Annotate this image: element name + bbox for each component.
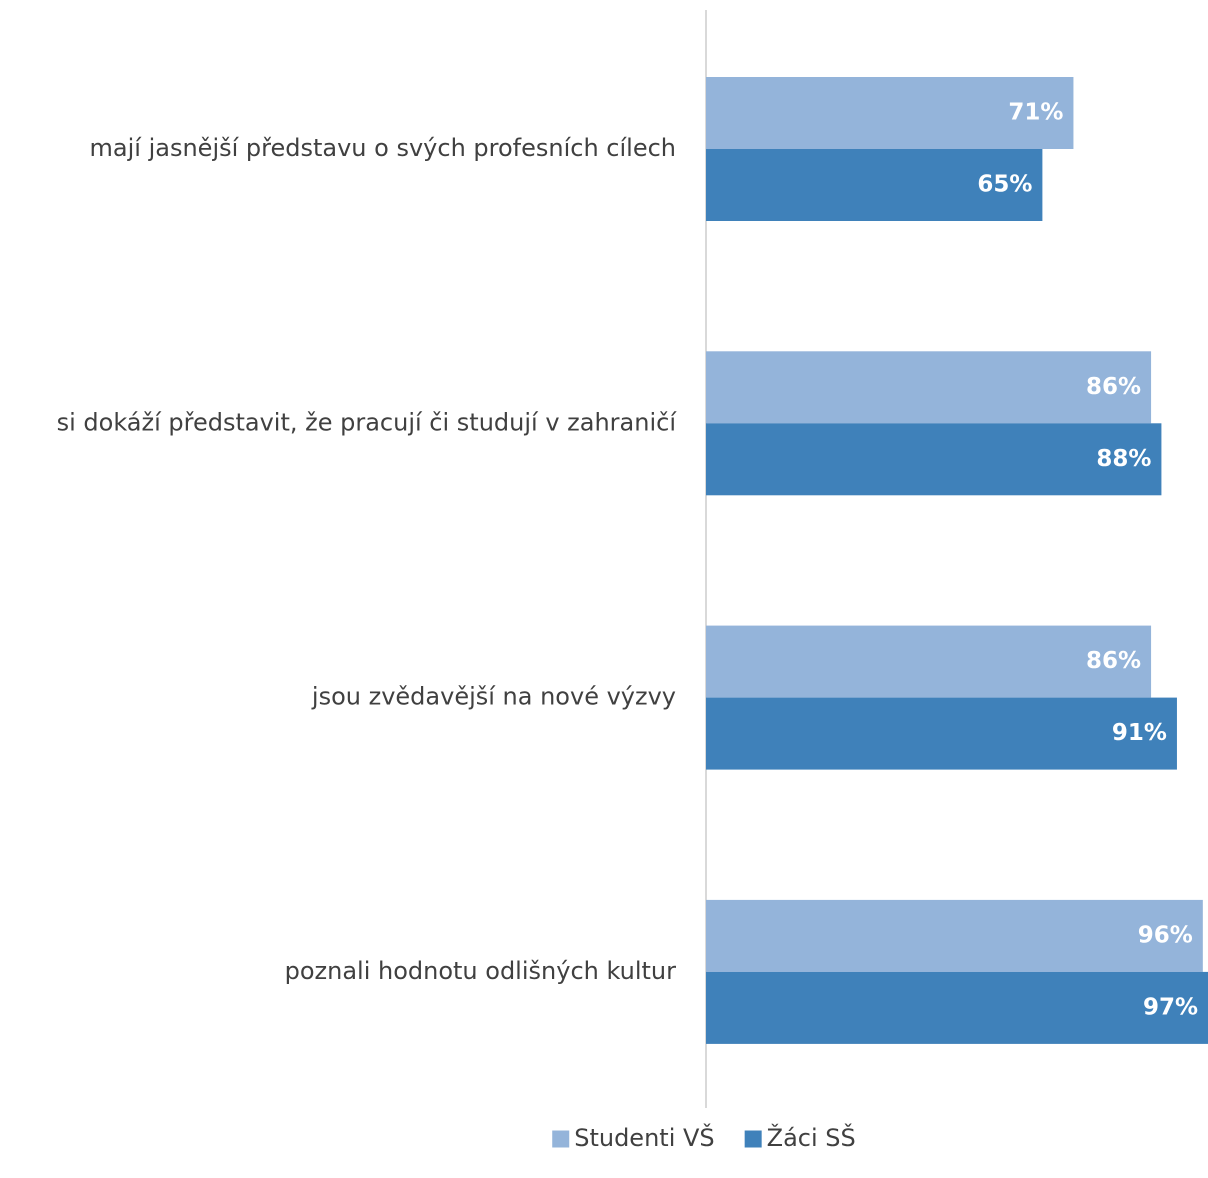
data-label: 91% xyxy=(1112,720,1167,746)
bar-zaci-ss xyxy=(706,697,1177,770)
legend-label: Studenti VŠ xyxy=(574,1122,714,1152)
data-label: 96% xyxy=(1138,922,1193,948)
legend-swatch xyxy=(744,1130,762,1148)
data-label: 88% xyxy=(1096,446,1151,472)
bar-zaci-ss xyxy=(706,971,1208,1044)
category-label: poznali hodnotu odlišných kultur xyxy=(285,957,677,985)
bar-studenti-vs xyxy=(706,77,1074,149)
legend: Studenti VŠ Žáci SŠ xyxy=(552,1122,856,1152)
legend-item-studenti-vs: Studenti VŠ xyxy=(552,1122,715,1152)
legend-swatch xyxy=(552,1130,570,1148)
legend-label: Žáci SŠ xyxy=(767,1122,856,1152)
category-label: jsou zvědavější na nové výzvy xyxy=(311,683,676,711)
bar-zaci-ss xyxy=(706,149,1043,221)
data-label: 86% xyxy=(1086,374,1141,400)
bar-studenti-vs xyxy=(706,899,1203,972)
data-label: 65% xyxy=(977,172,1032,198)
category-labels: mají jasnější představu o svých profesní… xyxy=(57,134,678,985)
data-labels: 71% 65% 86% 88% 86% 91% 96% 97% xyxy=(977,100,1198,1021)
bar-zaci-ss xyxy=(706,423,1162,496)
category-label: mají jasnější představu o svých profesní… xyxy=(90,134,676,162)
bars xyxy=(706,77,1208,1044)
data-label: 86% xyxy=(1086,648,1141,674)
bar-studenti-vs xyxy=(706,625,1152,698)
data-label: 97% xyxy=(1143,994,1198,1020)
bar-studenti-vs xyxy=(706,351,1152,424)
category-label: si dokáží představit, že pracují či stud… xyxy=(57,408,678,436)
legend-item-zaci-ss: Žáci SŠ xyxy=(744,1122,856,1152)
data-label: 71% xyxy=(1008,100,1063,126)
